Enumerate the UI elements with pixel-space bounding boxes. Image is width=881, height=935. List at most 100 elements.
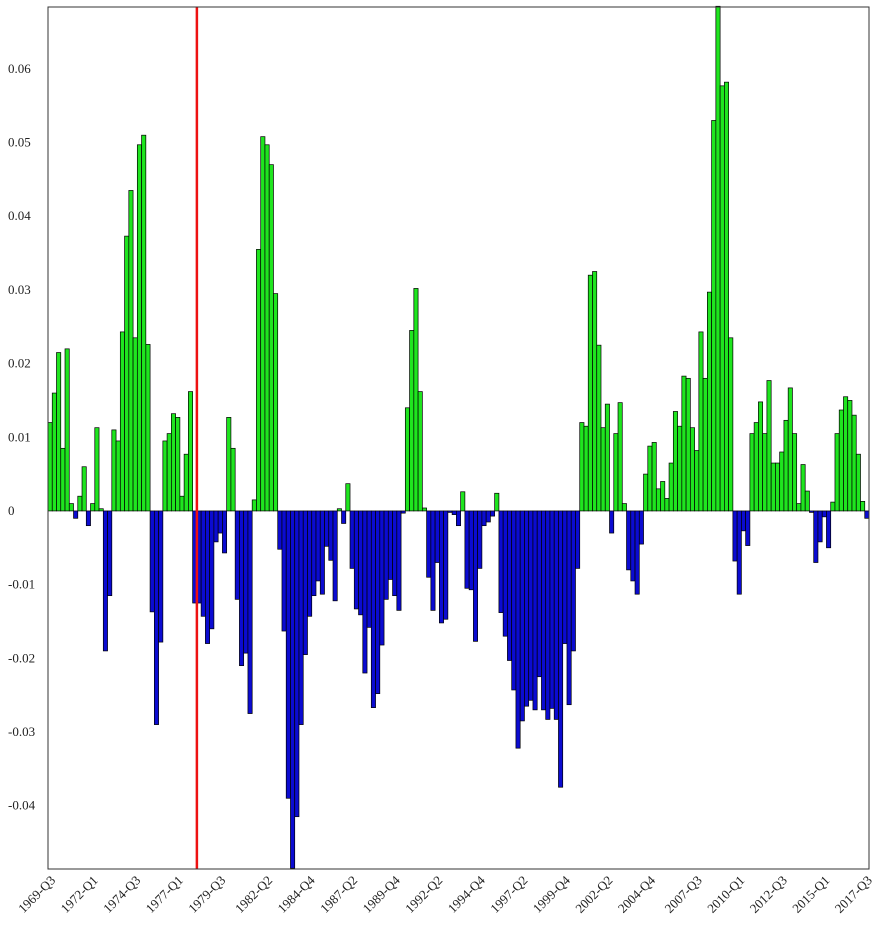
bar bbox=[851, 414, 857, 512]
bar bbox=[575, 510, 581, 569]
bar bbox=[549, 510, 555, 709]
bar bbox=[366, 510, 372, 628]
bar bbox=[341, 510, 347, 524]
bar bbox=[264, 144, 270, 512]
bar bbox=[336, 508, 342, 512]
bar bbox=[362, 510, 368, 674]
bar bbox=[60, 447, 66, 512]
bar bbox=[119, 331, 125, 512]
bar bbox=[392, 510, 398, 597]
x-tick-label: 1982-Q2 bbox=[232, 873, 275, 916]
bar bbox=[617, 402, 623, 512]
x-tick-label: 1984-Q4 bbox=[274, 872, 318, 916]
bar bbox=[860, 501, 866, 512]
bar bbox=[285, 510, 291, 799]
bar bbox=[783, 419, 789, 512]
bar bbox=[630, 510, 636, 582]
y-tick-label: 0.06 bbox=[8, 61, 31, 76]
bar bbox=[383, 510, 389, 600]
bar bbox=[375, 510, 381, 695]
x-tick-label: 1972-Q1 bbox=[57, 873, 100, 916]
bar bbox=[660, 481, 666, 512]
bar bbox=[47, 422, 53, 512]
bar bbox=[770, 462, 776, 512]
bar bbox=[149, 510, 155, 613]
bar bbox=[749, 433, 755, 512]
x-tick-label: 1994-Q4 bbox=[445, 872, 489, 916]
bar bbox=[243, 510, 249, 654]
bar bbox=[439, 510, 444, 624]
bar bbox=[51, 392, 57, 512]
bar bbox=[515, 510, 521, 749]
bar bbox=[817, 510, 823, 543]
y-tick-label: -0.03 bbox=[8, 724, 35, 739]
x-tick-label: 2007-Q3 bbox=[662, 873, 705, 916]
bar bbox=[77, 495, 83, 512]
y-tick-label: 0.03 bbox=[8, 282, 31, 297]
bar bbox=[826, 510, 832, 549]
bar bbox=[328, 510, 334, 561]
bar bbox=[73, 510, 79, 519]
bar bbox=[434, 510, 440, 563]
bar bbox=[613, 433, 619, 512]
x-tick-label: 1974-Q3 bbox=[100, 873, 143, 916]
bar bbox=[430, 510, 436, 611]
bar bbox=[728, 337, 734, 512]
bar bbox=[145, 344, 151, 512]
bar bbox=[413, 288, 419, 512]
bar bbox=[643, 473, 649, 512]
bar bbox=[715, 5, 721, 512]
y-tick-label: 0.04 bbox=[8, 208, 31, 223]
bar bbox=[256, 249, 262, 512]
bar bbox=[417, 391, 423, 512]
x-tick-label: 1999-Q4 bbox=[530, 872, 574, 916]
bar bbox=[724, 81, 729, 512]
x-tick-label: 2004-Q4 bbox=[615, 872, 659, 916]
bar bbox=[864, 510, 870, 519]
bar bbox=[502, 510, 508, 637]
bar bbox=[843, 396, 849, 512]
bar bbox=[855, 453, 861, 512]
bar bbox=[102, 510, 108, 652]
bar bbox=[251, 499, 257, 512]
bar bbox=[332, 510, 338, 602]
bar bbox=[562, 510, 568, 644]
bar bbox=[56, 352, 62, 512]
bar bbox=[600, 427, 606, 512]
bar bbox=[158, 510, 164, 643]
bar bbox=[200, 510, 206, 617]
bar bbox=[498, 510, 504, 613]
bar bbox=[796, 503, 802, 512]
x-tick-label: 1987-Q2 bbox=[317, 873, 360, 916]
bar bbox=[494, 492, 500, 512]
bar bbox=[511, 510, 517, 691]
bar bbox=[124, 235, 130, 512]
bar bbox=[268, 164, 274, 512]
bar bbox=[281, 510, 287, 632]
bar bbox=[830, 501, 836, 512]
bar bbox=[800, 464, 806, 512]
bar bbox=[847, 400, 853, 512]
bar bbox=[741, 510, 746, 532]
bar bbox=[507, 510, 513, 661]
bar bbox=[90, 503, 96, 512]
bar bbox=[779, 451, 785, 512]
bar bbox=[745, 510, 751, 546]
bar bbox=[536, 510, 542, 678]
bar bbox=[736, 510, 742, 595]
bar bbox=[519, 510, 525, 722]
bar bbox=[115, 440, 121, 512]
x-tick-label: 2015-Q1 bbox=[789, 873, 832, 916]
bar bbox=[528, 510, 534, 701]
bar bbox=[677, 425, 683, 512]
bar bbox=[217, 510, 223, 534]
bar bbox=[592, 271, 598, 512]
plot-frame bbox=[47, 6, 870, 870]
bar bbox=[485, 510, 491, 523]
bar bbox=[647, 445, 653, 512]
bar bbox=[681, 375, 687, 512]
bar bbox=[213, 510, 219, 543]
bar bbox=[226, 417, 232, 512]
bar bbox=[315, 510, 321, 582]
